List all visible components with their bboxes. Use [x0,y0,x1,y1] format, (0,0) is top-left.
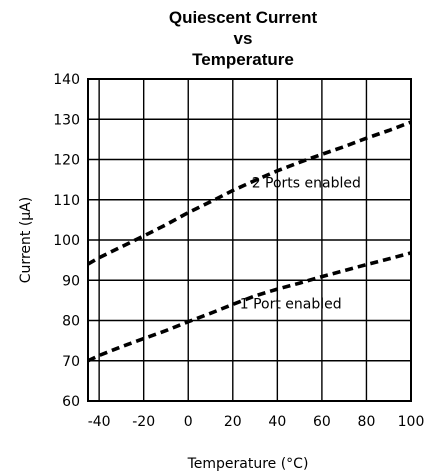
y-tick-label: 130 [53,112,80,128]
y-tick-label: 140 [53,72,80,88]
y-tick-label: 60 [62,394,80,410]
x-tick-label: -40 [88,414,111,430]
plot-frame [87,78,412,402]
tick-labels: -40 -20 0 20 40 60 80 100 60 70 80 90 100 110 120 130 14… [53,72,424,430]
chart-title-line-1: Quiescent Current [169,8,318,27]
y-tick-label: 110 [53,193,80,209]
chart-title-line-3: Temperature [192,50,294,69]
x-tick-label: -20 [132,414,155,430]
x-axis-label: Temperature (°C) [187,456,309,472]
series-line-1 [87,120,412,266]
y-tick-label: 80 [62,314,80,330]
x-tick-label: 40 [268,414,286,430]
y-tick-label: 120 [53,153,80,169]
y-tick-label: 70 [62,354,80,370]
x-tick-label: 0 [184,414,193,430]
series-group [87,120,412,363]
annotations: 2 Ports enabled 1 Port enabled [240,176,361,313]
y-tick-label: 90 [62,273,80,289]
annotation-label-1: 2 Ports enabled [252,176,361,192]
x-tick-label: 80 [358,414,376,430]
x-tick-label: 20 [224,414,242,430]
y-tick-label: 100 [53,233,80,249]
annotation-label-2: 1 Port enabled [240,296,342,312]
x-tick-label: 60 [313,414,331,430]
y-axis-label: Current (μA) [18,197,34,283]
x-tick-label: 100 [398,414,425,430]
chart-title-line-2: vs [234,29,253,48]
